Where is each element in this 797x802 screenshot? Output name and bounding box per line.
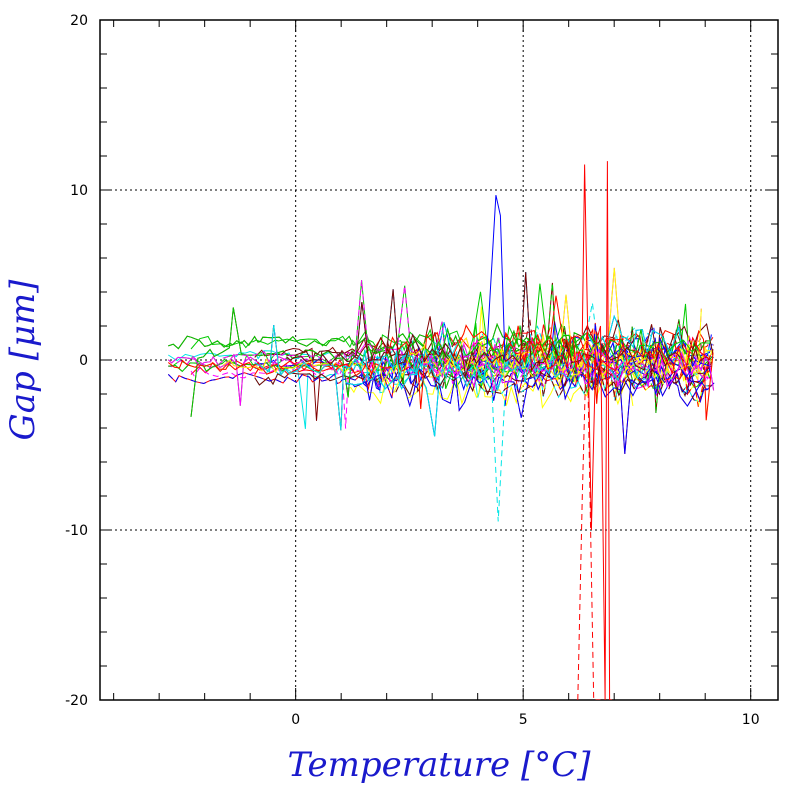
series-line [586,314,683,355]
x-tick-label: 0 [291,712,300,728]
x-axis-title: Temperature [°C] [287,745,591,785]
series-line [167,362,423,399]
series-line-spike [490,376,506,522]
series-line [613,365,712,407]
series-line [395,356,713,401]
series-line [345,366,634,409]
series-line [168,322,617,359]
series-line [504,335,710,375]
series-line [668,334,712,373]
series-line [286,272,671,377]
y-tick-label: 20 [70,13,88,29]
series-line-spike [486,194,506,361]
y-tick-label: 10 [70,183,88,199]
y-tick-label: -20 [65,693,88,709]
x-tick-label: 10 [742,712,760,728]
series-line [345,362,715,418]
series-line [531,295,625,363]
series-line-spike [577,325,601,700]
y-tick-label: -10 [65,523,88,539]
series-line [345,366,440,437]
series-line [504,322,712,407]
series-line [254,331,441,421]
y-tick-label: 0 [79,353,88,369]
series-line-spike [581,161,612,700]
x-tick-label: 5 [519,712,528,728]
series-line [504,282,711,372]
series-line [167,356,410,376]
minor-ticks [100,19,778,701]
series-line [286,336,456,371]
series-line [190,342,549,429]
series-line [422,341,670,391]
tick-labels: 0 5 10 20 10 0 -10 -20 [65,13,759,728]
y-axis-title: Gap [μm] [3,279,43,441]
series-layer [167,161,715,700]
series-line [222,280,555,375]
